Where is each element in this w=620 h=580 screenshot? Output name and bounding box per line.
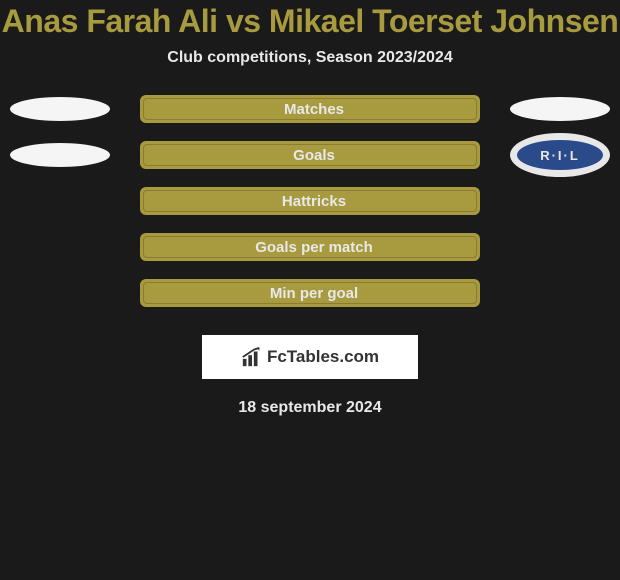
- stat-label: Goals per match: [247, 239, 373, 256]
- stat-bar: Goals: [140, 141, 480, 169]
- stat-bar: Min per goal: [140, 279, 480, 307]
- stat-label: Hattricks: [274, 193, 346, 210]
- brand-logo[interactable]: FcTables.com: [202, 335, 418, 379]
- team-badge-ril: R·I·L: [510, 133, 610, 177]
- comparison-card: Anas Farah Ali vs Mikael Toerset Johnsen…: [0, 0, 620, 580]
- team-badge-left: [10, 143, 110, 167]
- team-badge-right: [510, 97, 610, 121]
- page-title: Anas Farah Ali vs Mikael Toerset Johnsen: [2, 4, 619, 39]
- date-label: 18 september 2024: [238, 399, 381, 417]
- page-subtitle: Club competitions, Season 2023/2024: [167, 49, 452, 67]
- stat-row: Hattricks: [0, 187, 620, 215]
- stat-row: Goals per match: [0, 233, 620, 261]
- team-badge-left: [10, 97, 110, 121]
- stat-label: Goals: [285, 147, 335, 164]
- stat-label: Min per goal: [262, 285, 358, 302]
- stat-bar: Hattricks: [140, 187, 480, 215]
- stat-bar: Goals per match: [140, 233, 480, 261]
- chart-icon: [241, 346, 263, 368]
- brand-text: FcTables.com: [267, 347, 379, 367]
- stat-rows: Matches Goals R·I·L Hattricks Goals per matc…: [0, 95, 620, 307]
- stat-row: Min per goal: [0, 279, 620, 307]
- stat-label: Matches: [276, 101, 344, 118]
- stat-row: Goals R·I·L: [0, 141, 620, 169]
- stat-row: Matches: [0, 95, 620, 123]
- stat-bar: Matches: [140, 95, 480, 123]
- ril-label: R·I·L: [517, 140, 603, 170]
